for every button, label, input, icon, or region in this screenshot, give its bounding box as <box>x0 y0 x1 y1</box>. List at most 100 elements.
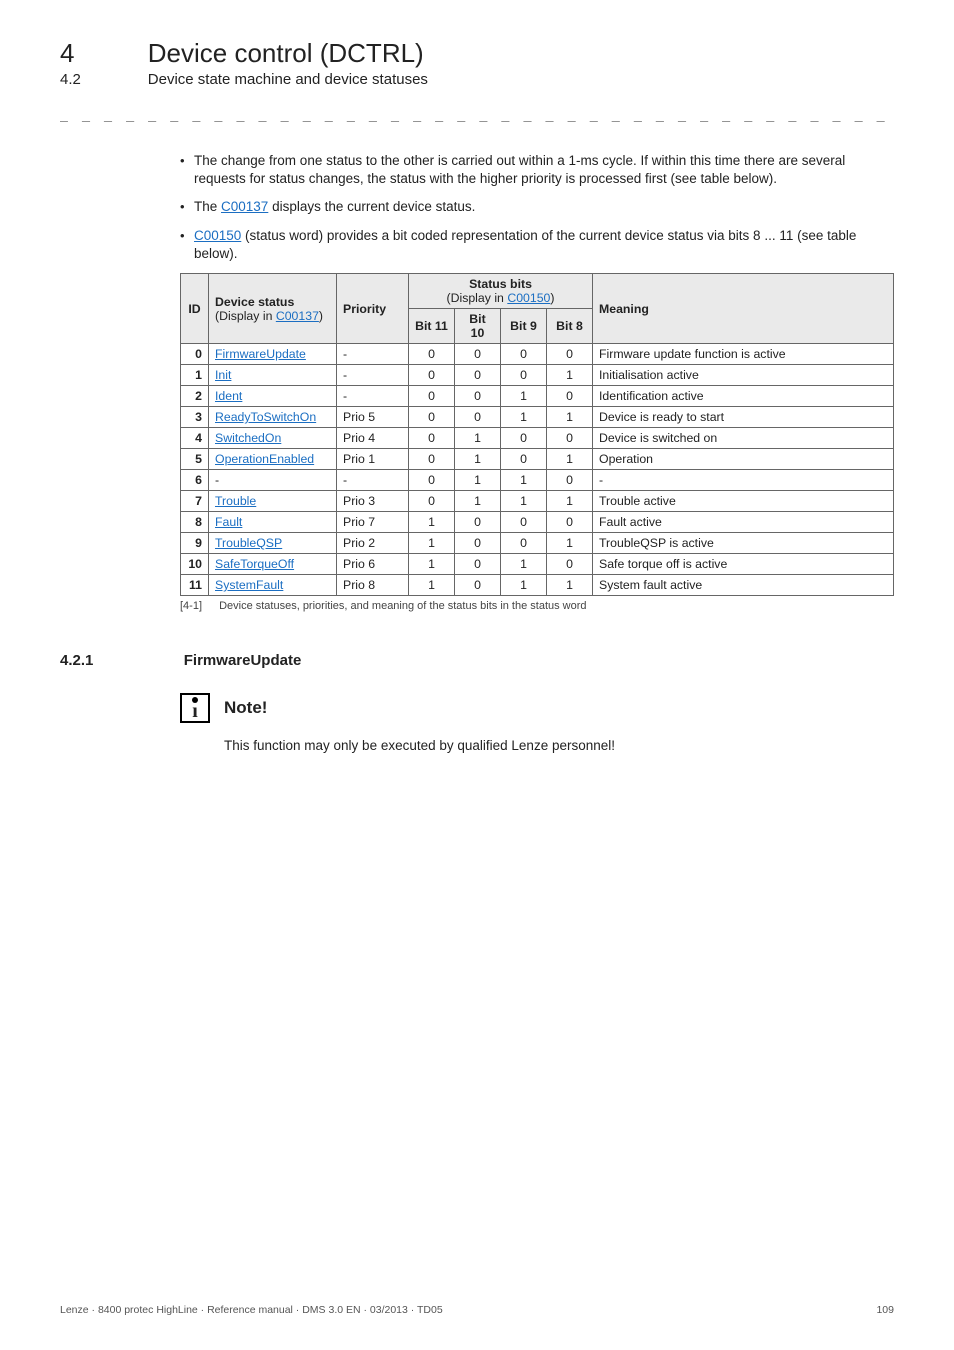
cell-id: 11 <box>181 575 209 596</box>
cell-bit: 0 <box>409 491 455 512</box>
bullet-link[interactable]: C00150 <box>194 228 241 243</box>
status-link[interactable]: ReadyToSwitchOn <box>215 410 316 424</box>
cell-bit: 0 <box>547 428 593 449</box>
bullet-item: The C00137 displays the current device s… <box>180 198 894 216</box>
info-icon: ı <box>180 693 210 723</box>
status-link[interactable]: SafeTorqueOff <box>215 557 294 571</box>
cell-priority: Prio 4 <box>337 428 409 449</box>
cell-bit: 0 <box>455 533 501 554</box>
cell-status: Ident <box>209 386 337 407</box>
cell-meaning: TroubleQSP is active <box>593 533 894 554</box>
th-device-status: Device status (Display in C00137) <box>209 274 337 344</box>
chapter-title: Device control (DCTRL) <box>148 38 424 69</box>
footer-left: Lenze · 8400 protec HighLine · Reference… <box>60 1304 443 1316</box>
page-header: 4 Device control (DCTRL) 4.2 Device stat… <box>60 38 894 88</box>
cell-bit: 0 <box>409 449 455 470</box>
th-sb-link[interactable]: C00150 <box>507 291 550 305</box>
cell-bit: 0 <box>455 407 501 428</box>
cell-bit: 1 <box>547 449 593 470</box>
th-bit8: Bit 8 <box>547 309 593 344</box>
cell-priority: Prio 1 <box>337 449 409 470</box>
table-row: 2Ident-0010Identification active <box>181 386 894 407</box>
status-link[interactable]: Init <box>215 368 231 382</box>
status-link[interactable]: SystemFault <box>215 578 283 592</box>
th-status-bits-label: Status bits <box>469 277 532 291</box>
cell-bit: 1 <box>501 575 547 596</box>
cell-meaning: Device is ready to start <box>593 407 894 428</box>
cell-bit: 0 <box>501 533 547 554</box>
cell-status: FirmwareUpdate <box>209 344 337 365</box>
bullet-link[interactable]: C00137 <box>221 199 268 214</box>
cell-id: 5 <box>181 449 209 470</box>
cell-bit: 0 <box>409 344 455 365</box>
table-row: 5OperationEnabledPrio 10101Operation <box>181 449 894 470</box>
cell-bit: 1 <box>547 365 593 386</box>
cell-meaning: System fault active <box>593 575 894 596</box>
cell-id: 9 <box>181 533 209 554</box>
footer-page-number: 109 <box>876 1304 894 1316</box>
cell-bit: 1 <box>455 470 501 491</box>
th-sb-post: ) <box>550 291 554 305</box>
table-row: 6--0110- <box>181 470 894 491</box>
th-ds-link[interactable]: C00137 <box>276 309 319 323</box>
th-ds-pre: (Display in <box>215 309 276 323</box>
bullet-text: The change from one status to the other … <box>194 153 845 186</box>
table-row: 4SwitchedOnPrio 40100Device is switched … <box>181 428 894 449</box>
table-row: 0FirmwareUpdate-0000Firmware update func… <box>181 344 894 365</box>
subsection-title: FirmwareUpdate <box>184 652 302 669</box>
bullet-text: displays the current device status. <box>268 199 475 214</box>
cell-bit: 0 <box>455 344 501 365</box>
cell-priority: - <box>337 386 409 407</box>
cell-meaning: Trouble active <box>593 491 894 512</box>
cell-bit: 0 <box>547 470 593 491</box>
cell-priority: Prio 2 <box>337 533 409 554</box>
th-device-status-label: Device status <box>215 295 294 309</box>
cell-bit: 0 <box>547 344 593 365</box>
page-footer: Lenze · 8400 protec HighLine · Reference… <box>60 1304 894 1316</box>
cell-bit: 0 <box>547 512 593 533</box>
status-table-wrapper: ID Device status (Display in C00137) Pri… <box>180 273 894 612</box>
th-device-status-sub: (Display in C00137) <box>215 309 323 323</box>
cell-status: OperationEnabled <box>209 449 337 470</box>
status-link[interactable]: Fault <box>215 515 242 529</box>
cell-bit: 0 <box>409 407 455 428</box>
cell-bit: 1 <box>501 386 547 407</box>
th-sb-pre: (Display in <box>446 291 507 305</box>
subsection-number: 4.2.1 <box>60 652 180 669</box>
cell-meaning: Operation <box>593 449 894 470</box>
cell-id: 4 <box>181 428 209 449</box>
status-link[interactable]: Ident <box>215 389 242 403</box>
bullet-block: The change from one status to the other … <box>180 152 894 263</box>
cell-meaning: Device is switched on <box>593 428 894 449</box>
cell-bit: 0 <box>501 344 547 365</box>
cell-priority: Prio 5 <box>337 407 409 428</box>
th-bit10: Bit 10 <box>455 309 501 344</box>
status-link[interactable]: TroubleQSP <box>215 536 282 550</box>
table-row: 7TroublePrio 30111Trouble active <box>181 491 894 512</box>
status-link[interactable]: Trouble <box>215 494 256 508</box>
cell-bit: 1 <box>409 575 455 596</box>
cell-status: Trouble <box>209 491 337 512</box>
bullet-text: The <box>194 199 221 214</box>
bullet-item: C00150 (status word) provides a bit code… <box>180 227 894 263</box>
th-ds-post: ) <box>319 309 323 323</box>
cell-id: 2 <box>181 386 209 407</box>
note-body: This function may only be executed by qu… <box>224 737 894 755</box>
cell-bit: 0 <box>455 386 501 407</box>
cell-priority: Prio 8 <box>337 575 409 596</box>
cell-bit: 0 <box>547 386 593 407</box>
status-link[interactable]: OperationEnabled <box>215 452 314 466</box>
cell-bit: 0 <box>409 386 455 407</box>
status-link[interactable]: FirmwareUpdate <box>215 347 306 361</box>
table-row: 9TroubleQSPPrio 21001TroubleQSP is activ… <box>181 533 894 554</box>
table-row: 11SystemFaultPrio 81011System fault acti… <box>181 575 894 596</box>
cell-bit: 1 <box>455 491 501 512</box>
cell-id: 3 <box>181 407 209 428</box>
status-link[interactable]: SwitchedOn <box>215 431 281 445</box>
cell-bit: 0 <box>455 365 501 386</box>
cell-status: Init <box>209 365 337 386</box>
cell-bit: 1 <box>547 407 593 428</box>
cell-id: 10 <box>181 554 209 575</box>
cell-id: 8 <box>181 512 209 533</box>
cell-id: 0 <box>181 344 209 365</box>
